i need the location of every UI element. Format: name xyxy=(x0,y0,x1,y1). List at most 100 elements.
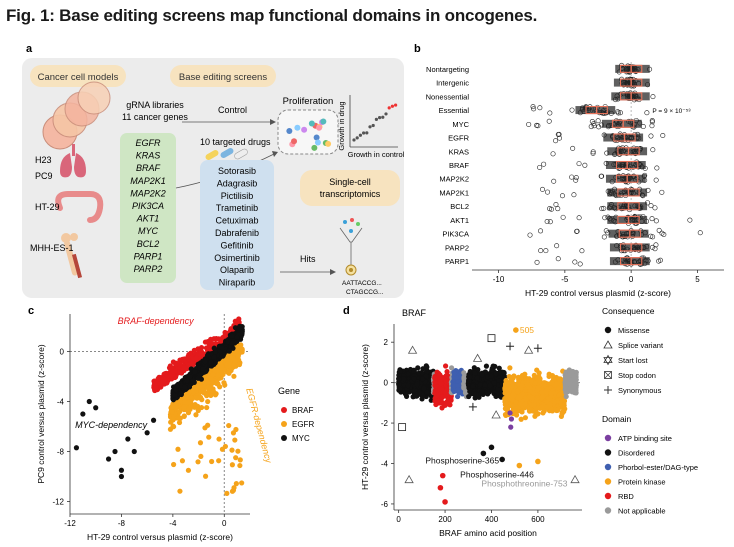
egfr-point xyxy=(233,455,239,461)
variant-point xyxy=(509,394,516,400)
data-point xyxy=(656,258,662,264)
data-point xyxy=(637,146,643,152)
data-point xyxy=(620,242,626,248)
myc-point xyxy=(187,374,193,380)
atp-point xyxy=(507,410,513,416)
mini-dot xyxy=(362,131,366,135)
variant-point xyxy=(535,385,541,391)
myc-point xyxy=(195,375,201,381)
data-point xyxy=(595,118,601,124)
variant-point xyxy=(432,380,438,386)
egfr-point xyxy=(209,458,215,465)
domain-legend-label: Not applicable xyxy=(618,507,666,516)
variant-point xyxy=(552,399,558,405)
mini-dot xyxy=(387,106,391,110)
gene-label: PIK3CA xyxy=(132,201,164,211)
variant-point xyxy=(506,373,512,380)
petri-dishes-icon xyxy=(42,81,111,150)
data-point xyxy=(621,203,627,209)
y-tick-label: 0 xyxy=(60,348,65,357)
data-point xyxy=(645,258,651,264)
droplet-icon xyxy=(339,218,363,276)
y-axis-label: PC9 control versus plasmid (z-score) xyxy=(36,344,46,484)
variant-point xyxy=(488,373,495,380)
variant-point xyxy=(421,385,427,392)
panel-a-schematic: a Cancer cell models Base editing screen… xyxy=(22,43,405,298)
domain-legend-label: Protein kinase xyxy=(618,478,666,487)
splice-marker xyxy=(491,410,501,419)
data-point xyxy=(537,164,543,170)
egfr-point xyxy=(175,446,181,452)
panel-d-chart: d BRAF505Phosphoserine-365Phosphoserine-… xyxy=(343,305,698,538)
data-point xyxy=(652,205,658,211)
domain-legend-title: Domain xyxy=(602,414,632,424)
egfr-point xyxy=(231,373,237,379)
data-point xyxy=(579,248,585,254)
data-point xyxy=(648,133,654,139)
colon-icon xyxy=(55,191,104,223)
data-point xyxy=(614,93,620,99)
egfr-point xyxy=(205,379,211,386)
distribution-band xyxy=(601,119,642,128)
variant-point xyxy=(511,373,517,379)
egfr-point xyxy=(216,436,222,442)
egfr-point xyxy=(176,419,183,426)
splice-marker xyxy=(523,345,534,354)
myc-outlier xyxy=(93,405,99,411)
data-point xyxy=(601,234,607,240)
variant-point xyxy=(437,385,443,392)
variant-outlier xyxy=(437,484,444,491)
egfr-point xyxy=(229,488,236,494)
data-point xyxy=(653,242,659,248)
variant-point xyxy=(518,416,524,422)
variant-point xyxy=(484,374,491,380)
category-label: MAP2K1 xyxy=(439,188,469,197)
data-point xyxy=(630,164,636,170)
variant-point xyxy=(512,407,518,413)
variant-point xyxy=(529,401,535,408)
variant-point xyxy=(462,373,468,379)
cancer-models-pill xyxy=(30,65,126,87)
data-point xyxy=(608,217,614,223)
panel-c-chart: c BRAF-dependencyEGFR-dependencyMYC-depe… xyxy=(28,305,314,542)
egfr-point xyxy=(197,440,204,446)
barcode-text: CTAGCCG... xyxy=(346,289,384,296)
drug-label: Pictilisib xyxy=(221,191,254,201)
cell-dot xyxy=(291,138,298,145)
x-tick-label: 0 xyxy=(396,515,401,524)
gene-label: PARP1 xyxy=(134,251,163,261)
myc-outlier xyxy=(118,473,125,480)
variant-point xyxy=(503,396,509,402)
data-point xyxy=(649,118,655,124)
proliferation-cells xyxy=(286,118,332,151)
myc-point xyxy=(234,334,240,340)
braf-point xyxy=(193,355,199,361)
myc-outlier xyxy=(150,417,157,423)
drug-label: Niraparib xyxy=(219,278,256,288)
data-point xyxy=(605,188,611,194)
egfr-point xyxy=(215,372,221,378)
variant-point xyxy=(451,382,457,389)
data-point xyxy=(621,205,627,211)
variant-point xyxy=(495,386,501,392)
category-label: PARP2 xyxy=(445,243,469,252)
variant-point xyxy=(444,401,451,407)
gene-label: BRAF xyxy=(136,163,161,173)
category-label: BRAF xyxy=(449,161,469,170)
legend-marker xyxy=(281,407,287,413)
data-point xyxy=(608,122,614,128)
egfr-point xyxy=(193,412,199,418)
x-tick-label: -12 xyxy=(64,519,76,528)
data-point xyxy=(553,138,559,144)
category-label: KRAS xyxy=(449,147,469,156)
x-tick-label: 0 xyxy=(629,275,634,284)
myc-point xyxy=(178,390,184,396)
variant-point xyxy=(424,389,430,395)
x-axis-label: HT-29 control versus plasmid (z-score) xyxy=(87,532,233,542)
domain-legend-marker xyxy=(604,507,612,514)
data-point xyxy=(546,118,552,124)
bone-icon xyxy=(61,233,83,279)
drug-label: Adagrasib xyxy=(217,178,258,188)
consequence-legend-label: Stop codon xyxy=(618,371,656,380)
variant-point xyxy=(420,392,426,399)
